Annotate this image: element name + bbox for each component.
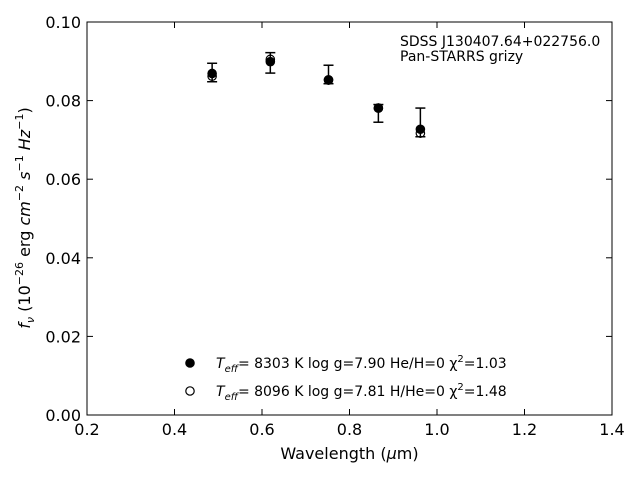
annotation-object-name: SDSS J130407.64+022756.0: [400, 34, 600, 50]
x-tick-label: 1.2: [512, 420, 537, 439]
legend-marker-filled: [185, 358, 195, 368]
annotation-survey: Pan-STARRS grizy: [400, 49, 523, 65]
legend: Teff= 8303 K log g=7.90 He/H=0 χ2=1.03 Te…: [185, 354, 507, 403]
x-tick-label: 0.8: [337, 420, 362, 439]
plot-frame: [86, 21, 613, 416]
axis-ticks: 0.2 0.4 0.6 0.8 1.0 1.2 1.4 0.00 0.02 0.04 0.06 0.0…: [45, 13, 624, 439]
y-tick-label: 0.04: [45, 249, 81, 268]
y-axis-label: fν (10−26 erg cm−2 s−1 Hz−1): [13, 107, 37, 328]
legend-entry-label: Teff= 8303 K log g=7.90 He/H=0 χ2=1.03: [216, 354, 507, 375]
model-point-open: [323, 75, 334, 85]
x-tick-label: 1.0: [424, 420, 449, 439]
model-point-filled: [265, 56, 276, 67]
y-tick-label: 0.00: [45, 406, 81, 425]
legend-entry-label: Teff= 8096 K log g=7.81 H/He=0 χ2=1.48: [216, 382, 507, 403]
x-tick-label: 0.6: [249, 420, 274, 439]
model-point-open: [265, 54, 276, 65]
y-tick-label: 0.10: [45, 13, 81, 32]
x-tick-label: 1.4: [599, 420, 624, 439]
y-tick-label: 0.08: [45, 92, 81, 111]
x-tick-label: 0.4: [162, 420, 187, 439]
x-tick-label: 0.2: [74, 420, 99, 439]
y-tick-label: 0.02: [45, 327, 81, 346]
model-point-filled: [207, 68, 217, 79]
model-point-open: [415, 128, 426, 139]
model-point-open: [373, 103, 384, 113]
x-axis-label: Wavelength (μm): [280, 444, 418, 463]
model-point-open: [207, 71, 217, 82]
legend-marker-open: [185, 386, 195, 396]
y-tick-label: 0.06: [45, 170, 81, 189]
data-marks: [207, 51, 426, 139]
